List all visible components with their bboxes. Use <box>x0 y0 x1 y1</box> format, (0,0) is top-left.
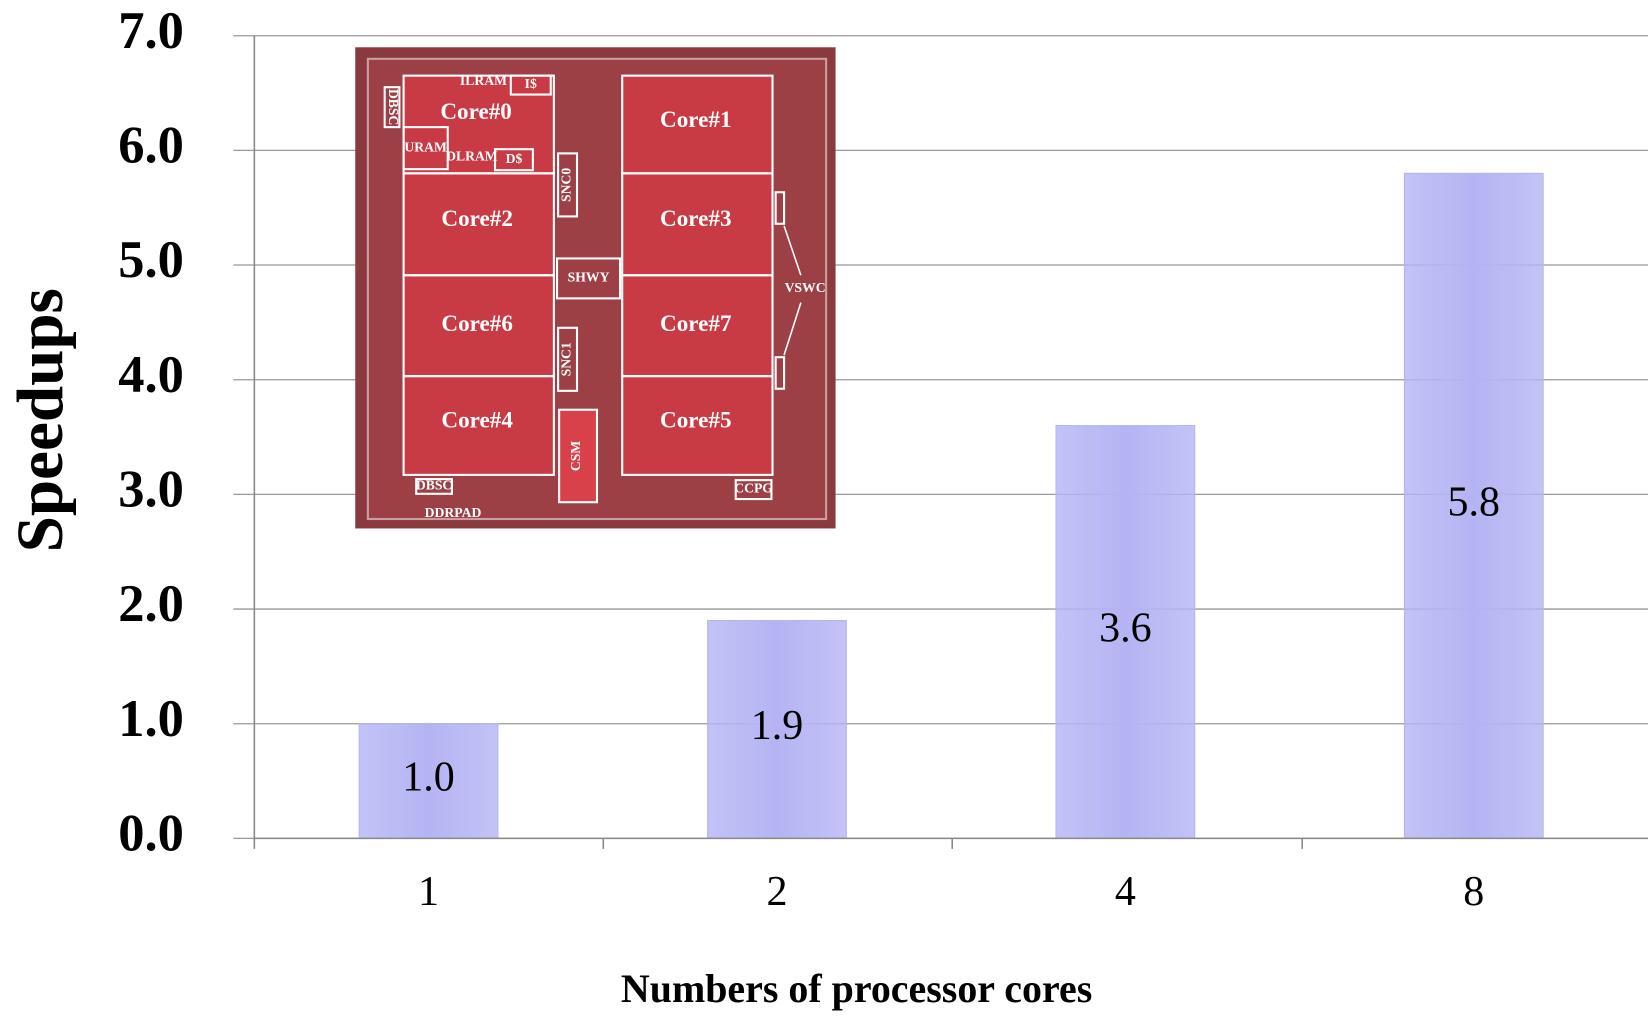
die-label: Core#2 <box>441 205 512 231</box>
die-label: Core#6 <box>441 310 512 336</box>
x-axis-title: Numbers of processor cores <box>621 966 1092 1011</box>
value-label: 3.6 <box>1099 606 1152 652</box>
y-tick-label: 6.0 <box>118 116 184 174</box>
y-tick-label: 4.0 <box>118 346 184 404</box>
die-label: Core#3 <box>660 205 731 231</box>
bar <box>358 723 499 839</box>
die-label: DBSC <box>386 89 401 125</box>
bar <box>1403 172 1544 839</box>
value-label: 5.8 <box>1448 480 1501 526</box>
die-label: ILRAM <box>460 73 507 88</box>
die-label: I$ <box>525 76 537 91</box>
die-label: DDRPAD <box>425 505 482 520</box>
die-label: SNC0 <box>559 168 574 202</box>
x-tick-label: 2 <box>766 869 787 915</box>
y-tick-label: 0.0 <box>118 804 184 862</box>
x-tick-label: 1 <box>418 869 439 915</box>
die-label: SHWY <box>568 270 610 285</box>
die-label: DBSC <box>416 478 452 493</box>
die-label: URAM <box>404 139 447 154</box>
die-arrows <box>783 225 802 356</box>
bars <box>358 172 1544 839</box>
die-label: DLRAM <box>446 149 498 164</box>
die-label: Core#5 <box>660 407 731 433</box>
die-outlines <box>383 74 786 504</box>
y-tick-label: 3.0 <box>118 460 184 518</box>
y-tick-label: 7.0 <box>118 2 184 60</box>
x-ticks <box>253 838 1304 849</box>
x-tick-label: 4 <box>1115 869 1136 915</box>
die-label: D$ <box>506 151 523 166</box>
bar <box>707 620 847 839</box>
die-label: Core#4 <box>441 407 513 433</box>
die-label: Core#7 <box>660 310 731 336</box>
y-tick-label: 1.0 <box>118 690 184 748</box>
y-axis-title: Speedups <box>5 288 77 552</box>
die-label: CCPG <box>734 481 773 496</box>
bar <box>1055 425 1196 839</box>
die-label: SNC1 <box>559 342 574 376</box>
x-tick-label: 8 <box>1463 869 1484 915</box>
value-label: 1.9 <box>751 703 804 749</box>
die-photo: Core#0 Core#1 Core#2 Core#3 Core#6 Core#… <box>355 47 836 529</box>
die-label: CSM <box>568 441 583 471</box>
y-tick-label: 5.0 <box>118 231 184 289</box>
die-label: Core#0 <box>440 98 511 124</box>
die-label: VSWC <box>785 280 826 295</box>
value-label: 1.0 <box>402 755 455 801</box>
die-label: Core#1 <box>660 106 731 132</box>
y-tick-label: 2.0 <box>118 575 184 633</box>
